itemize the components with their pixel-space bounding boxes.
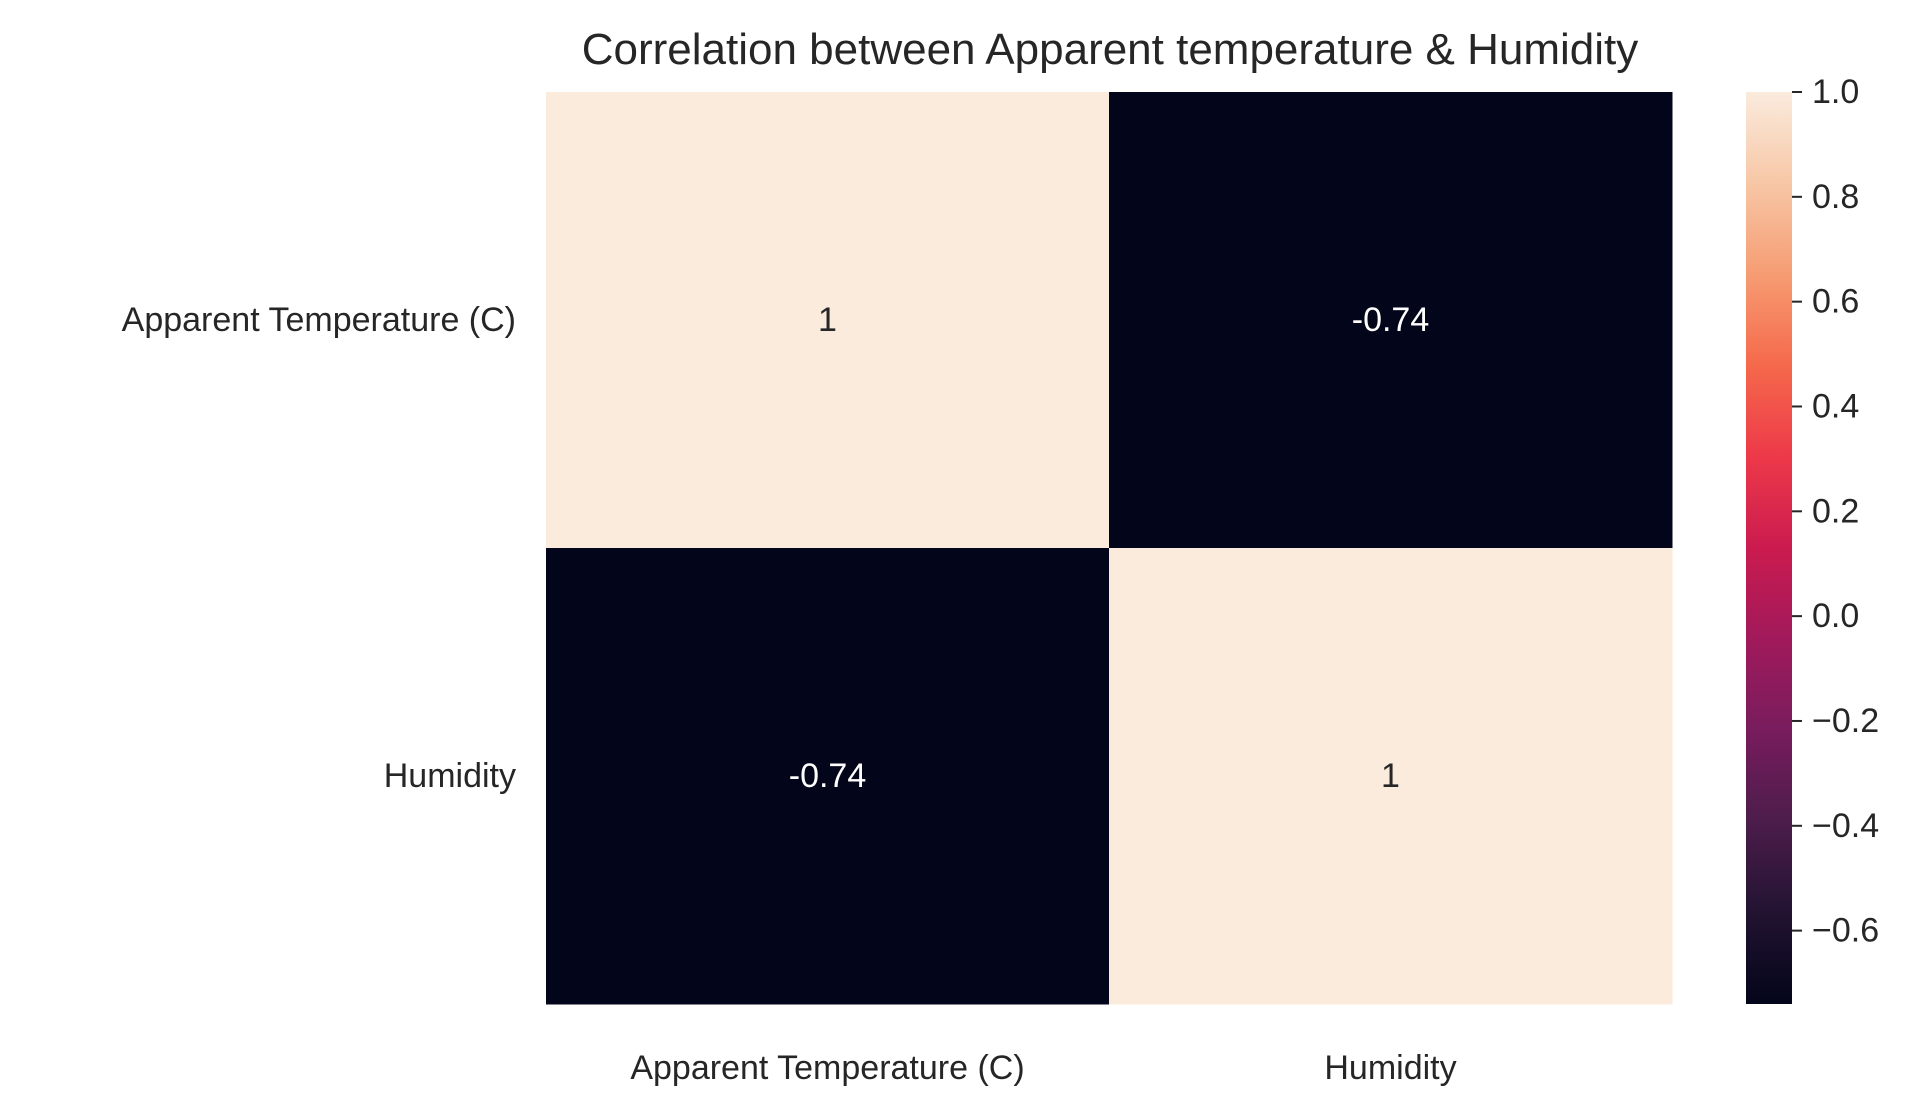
- colorbar-tick-label: 0.6: [1812, 283, 1859, 321]
- cell-value-label: -0.74: [789, 757, 867, 795]
- y-tick-labels: Apparent Temperature (C) Humidity: [122, 301, 516, 795]
- chart-title: Correlation between Apparent temperature…: [582, 25, 1639, 74]
- colorbar-tick-label: 0.4: [1812, 387, 1859, 425]
- colorbar-tick-label: −0.6: [1812, 912, 1879, 950]
- colorbar-ticks: 1.0 0.8 0.6 0.4 0.2 0.0 −0.2 −0.4 −0.6: [1792, 73, 1879, 950]
- heatmap-cell: [546, 548, 1110, 1005]
- colorbar-tick-label: −0.4: [1812, 807, 1879, 845]
- heatmap-cell: [1109, 548, 1673, 1005]
- y-tick-label: Apparent Temperature (C): [122, 301, 516, 339]
- cell-value-label: 1: [1381, 757, 1400, 795]
- colorbar-tick-label: 0.8: [1812, 178, 1859, 216]
- x-tick-label: Apparent Temperature (C): [630, 1049, 1024, 1087]
- colorbar-tick-label: 0.2: [1812, 492, 1859, 530]
- heatmap-cell: [546, 92, 1110, 549]
- cell-value-label: 1: [818, 301, 837, 339]
- x-tick-label: Humidity: [1324, 1049, 1456, 1087]
- colorbar-tick-label: 1.0: [1812, 73, 1859, 111]
- colorbar-tick-label: 0.0: [1812, 597, 1859, 635]
- heatmap-cell: [1109, 92, 1673, 549]
- colorbar: [1746, 92, 1792, 1004]
- cell-value-label: -0.74: [1352, 301, 1430, 339]
- heatmap-annotations: 1 -0.74 -0.74 1: [789, 301, 1430, 795]
- colorbar-tick-label: −0.2: [1812, 702, 1879, 740]
- y-tick-label: Humidity: [384, 757, 516, 795]
- heatmap-cells: [546, 92, 1673, 1005]
- x-tick-labels: Apparent Temperature (C) Humidity: [630, 1049, 1456, 1087]
